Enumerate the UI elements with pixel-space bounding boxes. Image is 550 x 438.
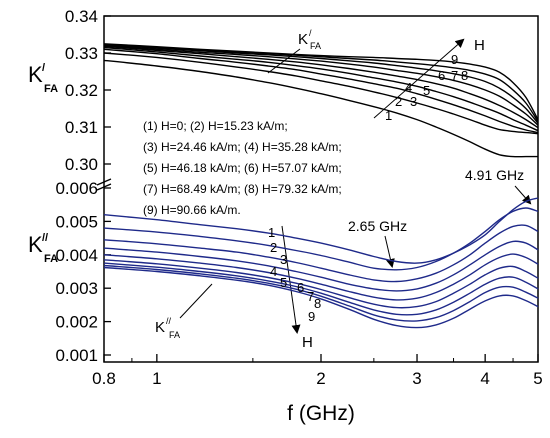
bottom-series-4-line [103, 240, 539, 292]
top-series-8-label: 8 [461, 68, 468, 83]
x-tick-label: 5 [533, 369, 542, 388]
top-series-7-line [103, 44, 539, 124]
bottom-series-6-line [103, 259, 539, 309]
bottom-series-9-line [103, 266, 539, 329]
bottom-series-7-line [103, 262, 539, 316]
top-curve-label-prime: / [309, 28, 312, 38]
bottom-series-1-label: 1 [268, 225, 275, 240]
top-h-arrow [373, 38, 465, 119]
bottom-y-tick-label: 0.004 [55, 246, 98, 265]
legend-line-3: (5) H=46.18 kA/m; (6) H=57.07 kA/m; [143, 161, 342, 175]
bottom-y-tick-label: 0.006 [55, 179, 98, 198]
top-y-tick-label: 0.30 [65, 155, 98, 174]
bottom-h-arrow [281, 225, 301, 334]
top-series-9-line [103, 43, 539, 120]
top-y-axis-label-sub: FA [44, 83, 58, 95]
top-y-tick-label: 0.33 [65, 44, 98, 63]
bottom-curve-label-sub: FA [169, 330, 180, 340]
top-y-tick-label: 0.31 [65, 118, 98, 137]
legend-line-5: (9) H=90.66 kA/m. [143, 203, 241, 217]
top-series-2-label: 2 [395, 94, 402, 109]
top-series-6-line [103, 44, 539, 126]
top-y-axis-label-main: K [28, 62, 43, 87]
bottom-y-axis-label-prime: // [42, 232, 48, 244]
bottom-h-arrow-label: H [302, 334, 313, 351]
curves-layer [103, 43, 539, 329]
bottom-y-tick-label: 0.002 [55, 313, 98, 332]
bottom-series-8-line [103, 264, 539, 322]
top-curve-label-main: K [298, 31, 308, 48]
bottom-curve-label: K // FA [155, 283, 213, 340]
annotation-2-65ghz-arrow [384, 235, 395, 268]
top-series-6-label: 6 [438, 68, 445, 83]
top-series-5-line [103, 45, 539, 129]
top-h-arrow-label: H [474, 37, 485, 54]
x-tick-label: 0.8 [92, 369, 116, 388]
ticks-layer: 0.8 1 2 3 4 50.300.310.320.330.340.0010.0020.… [55, 7, 542, 388]
top-y-tick-label: 0.32 [65, 81, 98, 100]
top-y-axis-label-prime: / [42, 62, 45, 74]
bottom-series-2-line [103, 207, 539, 271]
bottom-series-3-label: 3 [280, 252, 287, 267]
top-series-3-label: 3 [410, 94, 417, 109]
top-series-5-label: 5 [423, 83, 430, 98]
bottom-curve-label-prime: // [166, 316, 172, 326]
bottom-series-1-line [103, 197, 539, 264]
x-tick-label: 3 [412, 369, 421, 388]
axis-break [96, 178, 112, 191]
bottom-curve-label-leader [179, 283, 213, 319]
top-series-9-label: 9 [451, 52, 458, 67]
bottom-series-8-label: 8 [314, 296, 321, 311]
legend-line-2: (3) H=24.46 kA/m; (4) H=35.28 kA/m; [143, 140, 342, 154]
bottom-y-axis-label-main: K [28, 232, 43, 257]
legend-block: (1) H=0; (2) H=15.23 kA/m; (3) H=24.46 k… [143, 119, 342, 217]
annotation-4-91ghz: 4.91 GHz [465, 167, 524, 183]
bottom-series-2-label: 2 [270, 240, 277, 255]
bottom-y-tick-label: 0.001 [55, 346, 98, 365]
top-y-axis-label: K / FA [28, 62, 58, 95]
bottom-series-5-line [103, 253, 539, 301]
top-series-3-line [103, 48, 539, 134]
x-tick-label: 4 [480, 369, 489, 388]
top-series-1-label: 1 [385, 108, 392, 123]
x-axis-label: f (GHz) [287, 402, 355, 425]
top-series-1-line [103, 59, 538, 158]
bottom-series-6-label: 6 [297, 280, 304, 295]
bottom-curve-label-main: K [155, 319, 165, 336]
top-series-4-line [103, 46, 539, 132]
legend-line-4: (7) H=68.49 kA/m; (8) H=79.32 kA/m; [143, 182, 342, 196]
x-tick-label: 2 [316, 369, 325, 388]
bottom-series-9-label: 9 [308, 309, 315, 324]
bottom-y-axis-label-sub: FA [44, 253, 58, 265]
x-tick-label: 1 [152, 369, 161, 388]
top-series-4-label: 4 [405, 80, 412, 95]
top-curve-label-sub: FA [310, 41, 321, 51]
annotation-2-65ghz: 2.65 GHz [348, 218, 407, 234]
bottom-series-5-label: 5 [280, 275, 287, 290]
bottom-y-tick-label: 0.003 [55, 279, 98, 298]
bottom-series-4-label: 4 [270, 264, 277, 279]
top-y-tick-label: 0.34 [65, 7, 98, 26]
bottom-y-tick-label: 0.005 [55, 212, 98, 231]
bottom-y-axis-label: K // FA [28, 232, 58, 265]
top-series-7-label: 7 [451, 68, 458, 83]
top-series-2-line [103, 52, 539, 135]
bottom-series-3-line [103, 224, 539, 283]
bottom-series-7-label: 7 [307, 289, 314, 304]
legend-line-1: (1) H=0; (2) H=15.23 kA/m; [143, 119, 288, 133]
